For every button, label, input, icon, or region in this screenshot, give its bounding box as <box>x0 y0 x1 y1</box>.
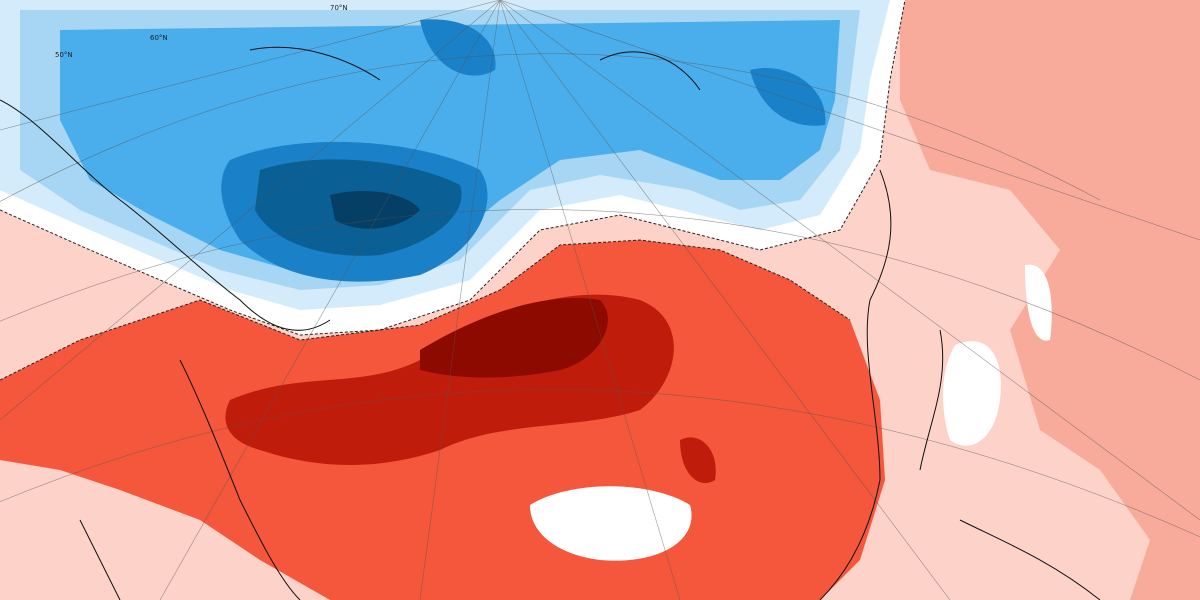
anomaly-area <box>943 341 1001 446</box>
zero-contour <box>0 239 851 381</box>
latitude-line <box>0 53 1101 202</box>
anomaly-area <box>420 19 826 126</box>
latitude-line <box>0 209 1200 381</box>
latitude-label: 70°N <box>330 4 348 12</box>
anomaly-area <box>330 190 420 229</box>
latitude-label: 50°N <box>55 51 73 59</box>
zero-contour <box>0 0 906 336</box>
latitude-label: 60°N <box>150 34 168 42</box>
latitude-line <box>0 389 1200 538</box>
anomaly-area <box>1025 264 1052 341</box>
anomaly-area <box>420 298 608 378</box>
coastline <box>0 46 1101 600</box>
